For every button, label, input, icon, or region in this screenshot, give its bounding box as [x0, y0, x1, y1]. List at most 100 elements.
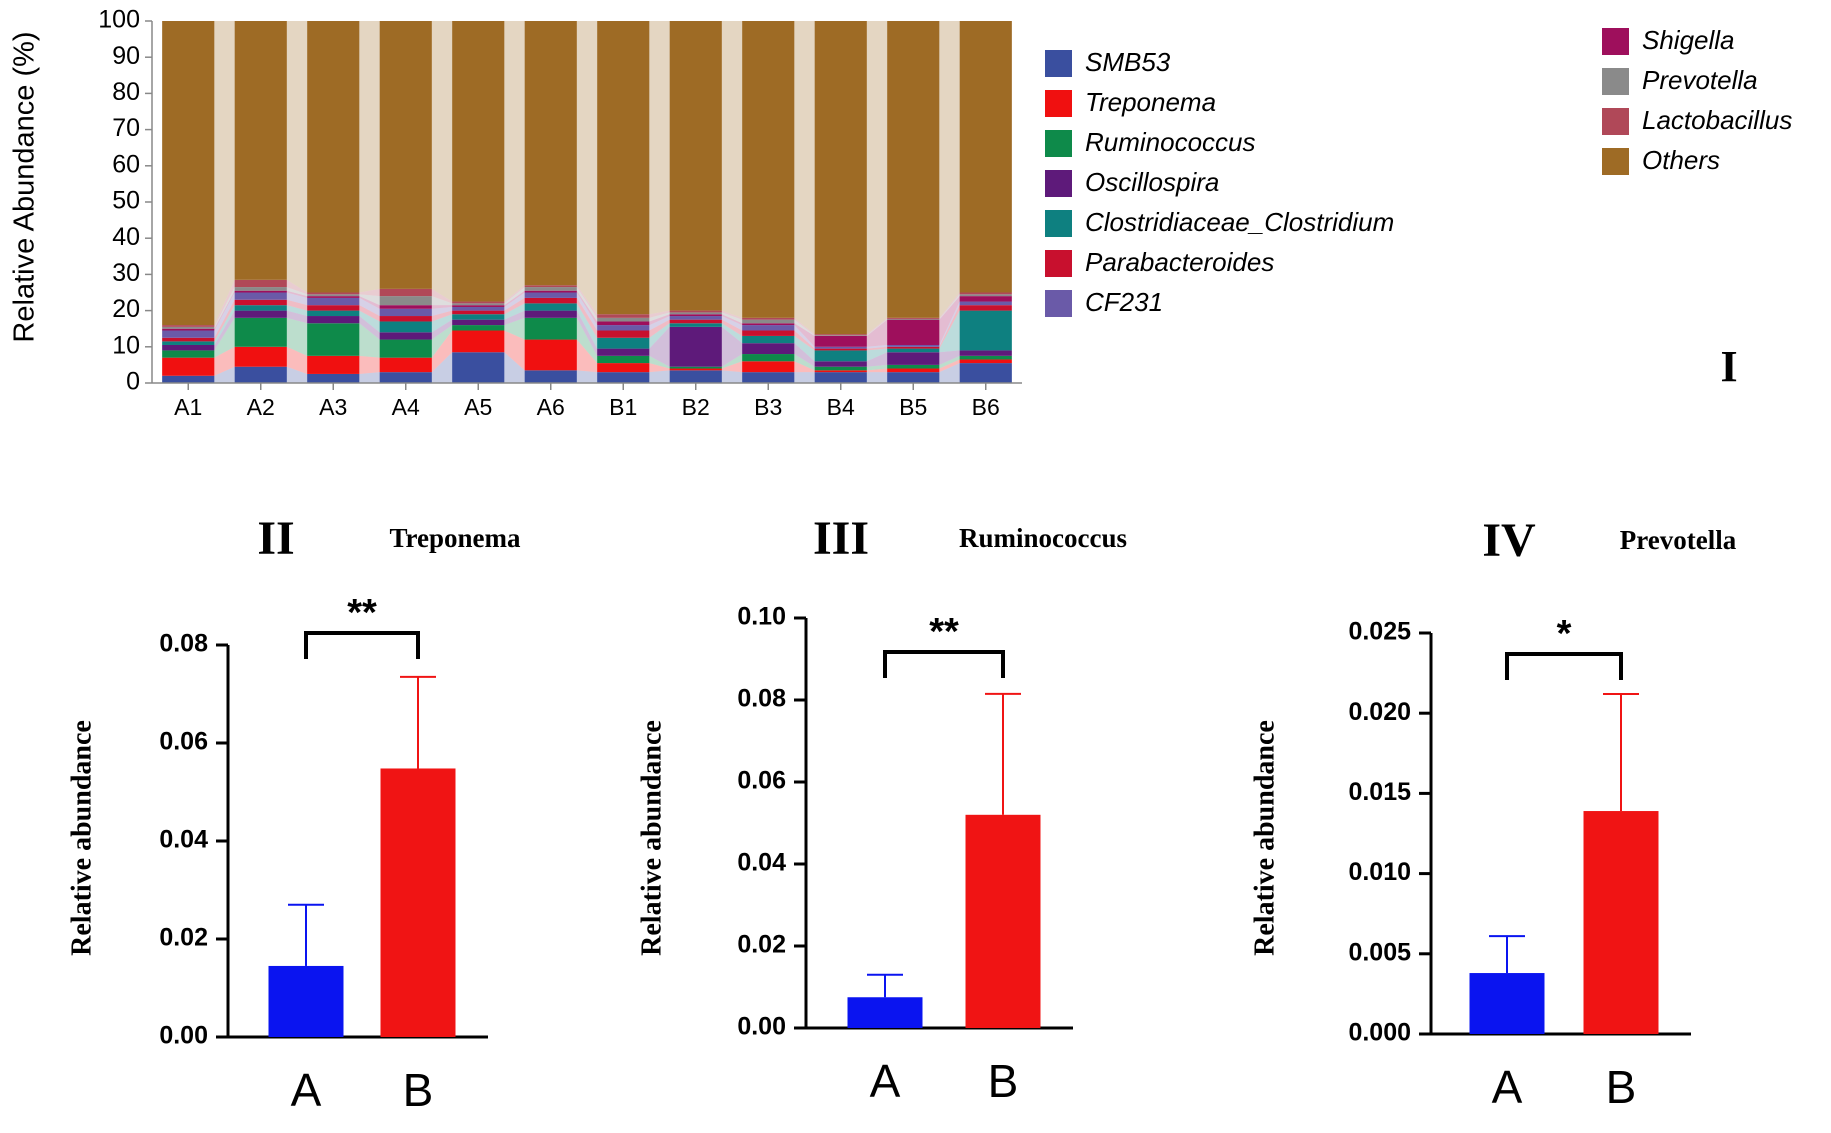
bar-segment: [379, 308, 432, 317]
bar-segment: [234, 305, 287, 311]
flow-band: [431, 352, 453, 383]
flow-band: [939, 350, 960, 365]
bar-segment: [669, 319, 722, 324]
legend-swatch: [1045, 170, 1072, 197]
bar-segment: [742, 354, 795, 362]
bar-segment: [887, 372, 940, 383]
flow-band: [504, 297, 525, 315]
y-tick-label: 0.06: [737, 767, 786, 795]
flow-band: [939, 363, 960, 383]
x-tick-label: B6: [972, 394, 1000, 420]
flow-band: [649, 316, 670, 331]
legend-swatch: [1045, 210, 1072, 237]
bar-segment: [452, 301, 505, 304]
significance-bracket: [1505, 652, 1623, 680]
y-tick-label: 0.005: [1348, 938, 1411, 966]
x-tick-label: B1: [609, 394, 637, 420]
panel-label: I: [1720, 342, 1737, 391]
flow-band: [721, 326, 743, 367]
flow-band: [359, 372, 380, 383]
flow-band: [939, 296, 960, 345]
flow-band: [504, 303, 525, 320]
bar: [1583, 811, 1659, 1034]
flow-band: [866, 317, 888, 336]
flow-band: [214, 279, 235, 327]
flow-band: [866, 21, 888, 335]
flow-band: [431, 314, 453, 333]
y-axis-label: Relative abundance: [1249, 720, 1280, 956]
legend-label: CF231: [1085, 287, 1163, 317]
x-tick-label: A2: [247, 394, 275, 420]
flow-band: [939, 21, 960, 318]
bar-segment: [307, 305, 360, 311]
bar-segment: [597, 21, 650, 315]
flow-band: [721, 314, 743, 326]
bar-segment: [669, 21, 722, 311]
y-tick-label: 0.00: [737, 1013, 786, 1041]
bar: [847, 997, 923, 1028]
y-tick-label: 80: [112, 78, 140, 106]
flow-band: [431, 325, 453, 358]
legend-label: Treponema: [1085, 87, 1216, 117]
flow-band: [794, 323, 815, 347]
flow-band: [286, 366, 308, 383]
y-tick-label: 100: [98, 6, 140, 34]
bar-segment: [597, 337, 650, 349]
flow-band: [286, 317, 308, 356]
x-tick-label: A5: [464, 394, 492, 420]
y-tick-label: 40: [112, 223, 140, 251]
bar-segment: [814, 21, 867, 335]
bar-segment: [524, 310, 577, 318]
flow-band: [939, 294, 960, 320]
bar-segment: [234, 287, 287, 291]
legend-label: SMB53: [1085, 47, 1171, 77]
flow-band: [431, 305, 453, 309]
significance: **: [929, 611, 959, 653]
legend-label: Prevotella: [1642, 65, 1758, 95]
legend-swatch: [1045, 250, 1072, 277]
panel-label: III: [813, 512, 869, 565]
bar-segment: [742, 325, 795, 331]
flow-band: [359, 294, 380, 306]
bar-segment: [814, 350, 867, 362]
flow-band: [214, 310, 235, 351]
flow-band: [649, 312, 670, 322]
flow-band: [359, 288, 380, 297]
bar-segment: [162, 330, 215, 338]
bar-segment: [379, 288, 432, 297]
bar-segment: [887, 318, 940, 320]
bar: [965, 814, 1041, 1028]
bar-segment: [597, 325, 650, 331]
flow-band: [721, 361, 743, 373]
bar-segment: [524, 287, 577, 291]
bar-segment: [307, 297, 360, 306]
flow-band: [794, 317, 815, 336]
flow-band: [866, 372, 888, 383]
legend-label: Others: [1642, 145, 1720, 175]
bar-segment: [814, 335, 867, 336]
flow-band: [939, 355, 960, 369]
bar-segment: [597, 317, 650, 322]
bar-segment: [307, 294, 360, 297]
bar-segment: [669, 323, 722, 327]
flow-band: [431, 288, 453, 304]
x-tick-label: A: [291, 1064, 322, 1116]
bar-segment: [162, 325, 215, 327]
flow-band: [649, 314, 670, 326]
flow-band: [214, 290, 235, 331]
bar-segment: [814, 334, 867, 336]
y-axis-label: Relative Abundance (%): [9, 31, 41, 342]
y-tick-label: 0.020: [1348, 698, 1411, 726]
y-tick-label: 0.08: [737, 685, 786, 713]
x-tick-label: A: [1492, 1061, 1523, 1113]
flow-band: [431, 21, 453, 302]
bar-segment: [597, 330, 650, 338]
chart-title: Treponema: [390, 523, 521, 553]
flow-band: [504, 330, 525, 371]
flow-band: [939, 359, 960, 373]
bar-segment: [669, 314, 722, 317]
bar-segment: [887, 368, 940, 373]
bar-segment: [597, 355, 650, 364]
y-tick-label: 20: [112, 295, 140, 323]
flow-band: [866, 352, 888, 367]
